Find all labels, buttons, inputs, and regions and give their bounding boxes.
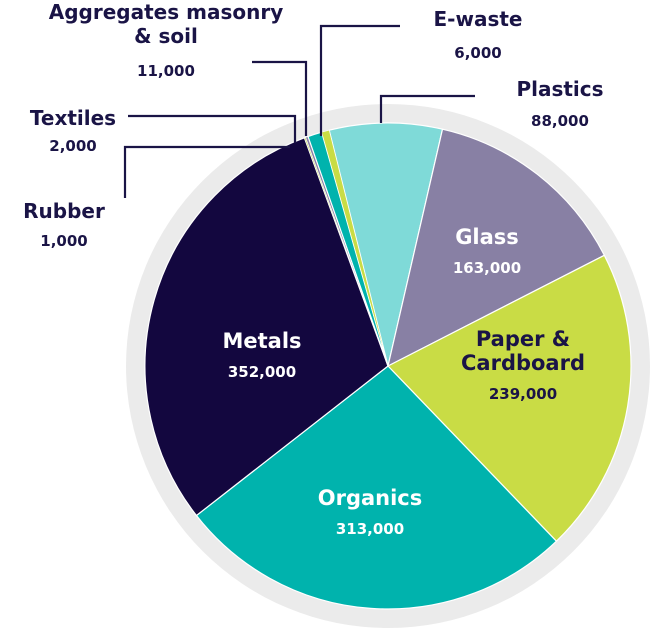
callout-value-e-waste: 6,000 — [454, 44, 501, 62]
pie-slice-plastics — [328, 122, 444, 367]
pie-slice-metals — [144, 137, 389, 517]
callout-value-rubber: 1,000 — [40, 232, 87, 250]
pie-slice-paper-cardboard — [387, 254, 632, 543]
callout-label-rubber: Rubber — [23, 199, 105, 223]
pie-slice-glass — [387, 128, 606, 368]
callout-label-plastics: Plastics — [516, 77, 603, 101]
slice-value-metals: 352,000 — [228, 363, 296, 381]
slice-value-glass: 163,000 — [453, 259, 521, 277]
callout-value-textiles: 2,000 — [49, 137, 96, 155]
leader-lines — [123, 24, 475, 198]
pie-slices — [144, 122, 632, 610]
slice-value-paper-cardboard: 239,000 — [489, 385, 557, 403]
slice-labels: Plastics 88,000 Glass 163,000 Paper &Cardboa… — [23, 0, 603, 538]
leader-line-textiles — [128, 114, 297, 143]
callout-value-plastics: 88,000 — [531, 112, 589, 130]
slice-label-paper-cardboard: Paper & — [476, 327, 570, 351]
pie-slice-organics — [195, 365, 558, 610]
slice-value-organics: 313,000 — [336, 520, 404, 538]
callout-label-aggregates-masonry-soil: Aggregates masonry — [49, 0, 283, 24]
callout-label-textiles: Textiles — [30, 106, 116, 130]
leader-line-plastics — [379, 94, 475, 123]
callout-value-aggregates-masonry-soil: 11,000 — [137, 62, 195, 80]
leader-line-aggregates-masonry-soil — [252, 60, 308, 136]
leader-line-rubber — [123, 145, 290, 198]
leader-line-e-waste — [319, 24, 400, 136]
slice-label-organics: Organics — [318, 486, 423, 510]
slice-label-glass: Glass — [455, 225, 519, 249]
slice-label-metals: Metals — [222, 329, 301, 353]
slice-label-paper-cardboard: Cardboard — [461, 351, 585, 375]
callout-label-aggregates-masonry-soil: & soil — [134, 24, 198, 48]
callout-label-e-waste: E-waste — [434, 7, 523, 31]
